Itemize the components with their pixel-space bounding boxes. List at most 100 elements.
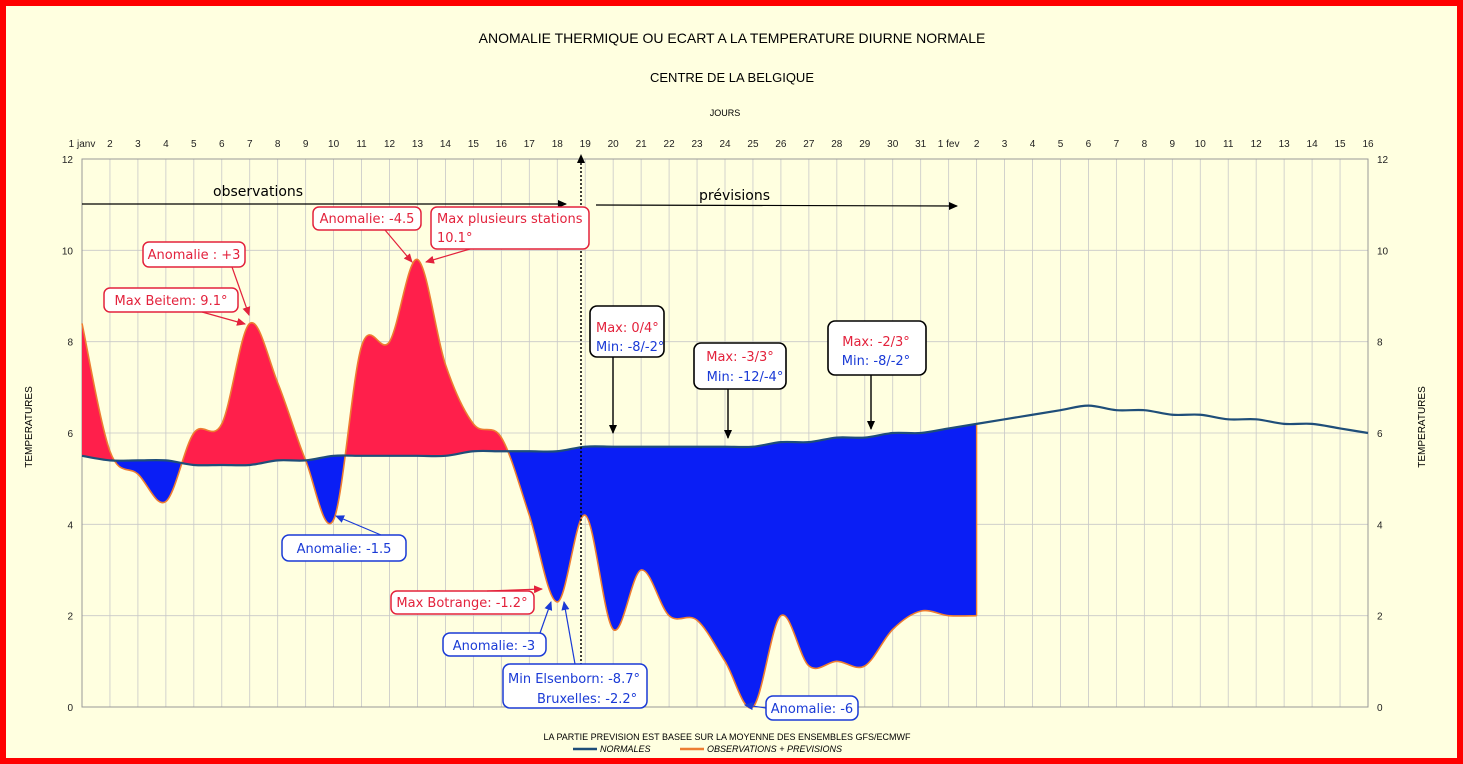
y-tick-label: 8 <box>67 338 73 349</box>
observations-line <box>81 258 977 709</box>
y-tick-label-right: 8 <box>1377 338 1383 349</box>
chart-subtitle: CENTRE DE LA BELGIQUE <box>650 70 814 85</box>
x-tick-label: 12 <box>384 139 396 150</box>
svg-text:Min: -8/-2°: Min: -8/-2° <box>842 354 910 369</box>
callout-max-beitem: Max Beitem: 9.1° <box>103 287 246 326</box>
x-tick-label: 10 <box>328 139 340 150</box>
x-tick-label: 20 <box>608 139 620 150</box>
svg-text:Max Beitem: 9.1°: Max Beitem: 9.1° <box>115 294 228 309</box>
callout-anomalie-plus3: Anomalie : +3 <box>142 241 251 316</box>
x-tick-label: 18 <box>552 139 564 150</box>
x-tick-label: 2 <box>974 139 980 150</box>
x-tick-label: 23 <box>691 139 703 150</box>
x-tick-label: 7 <box>247 139 253 150</box>
x-tick-label: 15 <box>468 139 480 150</box>
chart-frame: ANOMALIE THERMIQUE OU ECART A LA TEMPERA… <box>6 6 1457 758</box>
y-tick-label-right: 6 <box>1377 429 1383 440</box>
observations-label: observations <box>213 184 303 200</box>
x-tick-label: 2 <box>107 139 113 150</box>
x-tick-label: 31 <box>915 139 927 150</box>
y-tick-label-right: 4 <box>1377 520 1383 531</box>
x-tick-label: 12 <box>1251 139 1263 150</box>
x-tick-label: 15 <box>1334 139 1346 150</box>
x-tick-label: 11 <box>1223 139 1234 150</box>
y-tick-label: 4 <box>67 520 73 531</box>
chart-title: ANOMALIE THERMIQUE OU ECART A LA TEMPERA… <box>479 30 986 46</box>
cold-anomaly-area <box>82 423 977 707</box>
y-tick-label: 0 <box>67 703 73 714</box>
x-tick-label: 6 <box>219 139 225 150</box>
x-tick-label: 28 <box>831 139 843 150</box>
x-tick-label: 21 <box>636 139 648 150</box>
x-tick-label: 16 <box>1362 139 1374 150</box>
normales-line <box>81 404 1369 467</box>
svg-text:Max: -2/3°: Max: -2/3° <box>842 335 910 350</box>
x-tick-label: 11 <box>356 139 367 150</box>
x-tick-label: 7 <box>1114 139 1120 150</box>
x-tick-label: 10 <box>1195 139 1207 150</box>
x-tick-label: 13 <box>1279 139 1291 150</box>
x-tick-labels: 1 janv 2 3 4 5 6 7 8 9 10 11 12 13 14 15 16 17 18 19 20 21 22… <box>69 139 1374 150</box>
svg-text:Anomalie : +3: Anomalie : +3 <box>148 248 241 263</box>
legend-label-normales: NORMALES <box>600 744 651 754</box>
today-divider-arrowhead <box>577 154 585 163</box>
x-tick-label: 6 <box>1086 139 1092 150</box>
x-tick-label: 27 <box>803 139 815 150</box>
y-tick-label-right: 0 <box>1377 703 1383 714</box>
x-tick-label: 5 <box>1058 139 1064 150</box>
series-lines <box>81 258 1369 709</box>
previsions-label: prévisions <box>699 188 770 204</box>
y-axis-label-right: TEMPERATURES <box>1417 386 1428 468</box>
y-tick-label-right: 12 <box>1377 155 1389 166</box>
temperature-anomaly-chart: ANOMALIE THERMIQUE OU ECART A LA TEMPERA… <box>24 30 1428 754</box>
callout-anomalie-minus6: Anomalie: -6 <box>744 695 859 721</box>
x-tick-label: 3 <box>1002 139 1008 150</box>
x-tick-label: 1 janv <box>69 139 96 150</box>
y-tick-label: 2 <box>67 612 73 623</box>
y-tick-labels-right: 0 2 4 6 8 10 12 <box>1377 155 1389 714</box>
callout-anomalie-minus15: Anomalie: -1.5 <box>281 515 407 562</box>
x-tick-label: 14 <box>440 139 452 150</box>
x-tick-label: 5 <box>191 139 197 150</box>
x-tick-label: 16 <box>496 139 508 150</box>
svg-text:Anomalie: -6: Anomalie: -6 <box>771 702 853 717</box>
x-tick-label: 13 <box>412 139 424 150</box>
x-tick-label: 17 <box>524 139 536 150</box>
x-tick-label: 29 <box>859 139 871 150</box>
svg-text:Max Botrange: -1.2°: Max Botrange: -1.2° <box>396 596 527 611</box>
anomaly-fills <box>82 259 977 707</box>
svg-text:Max plusieurs stations: Max plusieurs stations <box>437 212 583 227</box>
forecast-box-1: Max: 0/4° Min: -8/-2° <box>589 305 665 434</box>
svg-text:Anomalie: -4.5: Anomalie: -4.5 <box>320 212 415 227</box>
x-tick-label: 14 <box>1307 139 1319 150</box>
y-axis-label-left: TEMPERATURES <box>24 386 35 468</box>
x-tick-label: 25 <box>747 139 759 150</box>
svg-text:Min: -12/-4°: Min: -12/-4° <box>707 370 784 385</box>
y-tick-label-right: 2 <box>1377 612 1383 623</box>
x-tick-label: 9 <box>303 139 309 150</box>
x-tick-label: 26 <box>775 139 787 150</box>
x-axis-label: JOURS <box>710 108 741 118</box>
callout-anomalie-minus45: Anomalie: -4.5 <box>312 206 422 263</box>
y-tick-label: 12 <box>62 155 74 166</box>
y-tick-label: 10 <box>62 246 74 257</box>
legend-label-observations: OBSERVATIONS + PREVISIONS <box>707 744 842 754</box>
svg-text:Anomalie: -1.5: Anomalie: -1.5 <box>297 542 392 557</box>
callout-anomalie-minus3: Anomalie: -3 <box>442 601 553 657</box>
svg-text:Anomalie: -3: Anomalie: -3 <box>453 639 535 654</box>
x-tick-label: 3 <box>135 139 141 150</box>
callout-max-plusieurs-stations: Max plusieurs stations 10.1° <box>425 206 590 264</box>
x-tick-label: 24 <box>719 139 731 150</box>
x-tick-label: 1 fev <box>938 139 960 150</box>
x-tick-label: 8 <box>1142 139 1148 150</box>
y-tick-label: 6 <box>67 429 73 440</box>
legend: NORMALES OBSERVATIONS + PREVISIONS <box>573 744 842 754</box>
footnote: LA PARTIE PREVISION EST BASEE SUR LA MOY… <box>543 732 911 742</box>
svg-text:Max: 0/4°: Max: 0/4° <box>596 321 659 336</box>
y-tick-labels-left: 0 2 4 6 8 10 12 <box>62 155 74 714</box>
x-tick-label: 9 <box>1170 139 1176 150</box>
y-tick-label-right: 10 <box>1377 246 1389 257</box>
svg-text:Max: -3/3°: Max: -3/3° <box>706 350 774 365</box>
x-tick-label: 8 <box>275 139 281 150</box>
svg-text:Min Elsenborn: -8.7°: Min Elsenborn: -8.7° <box>508 672 640 687</box>
